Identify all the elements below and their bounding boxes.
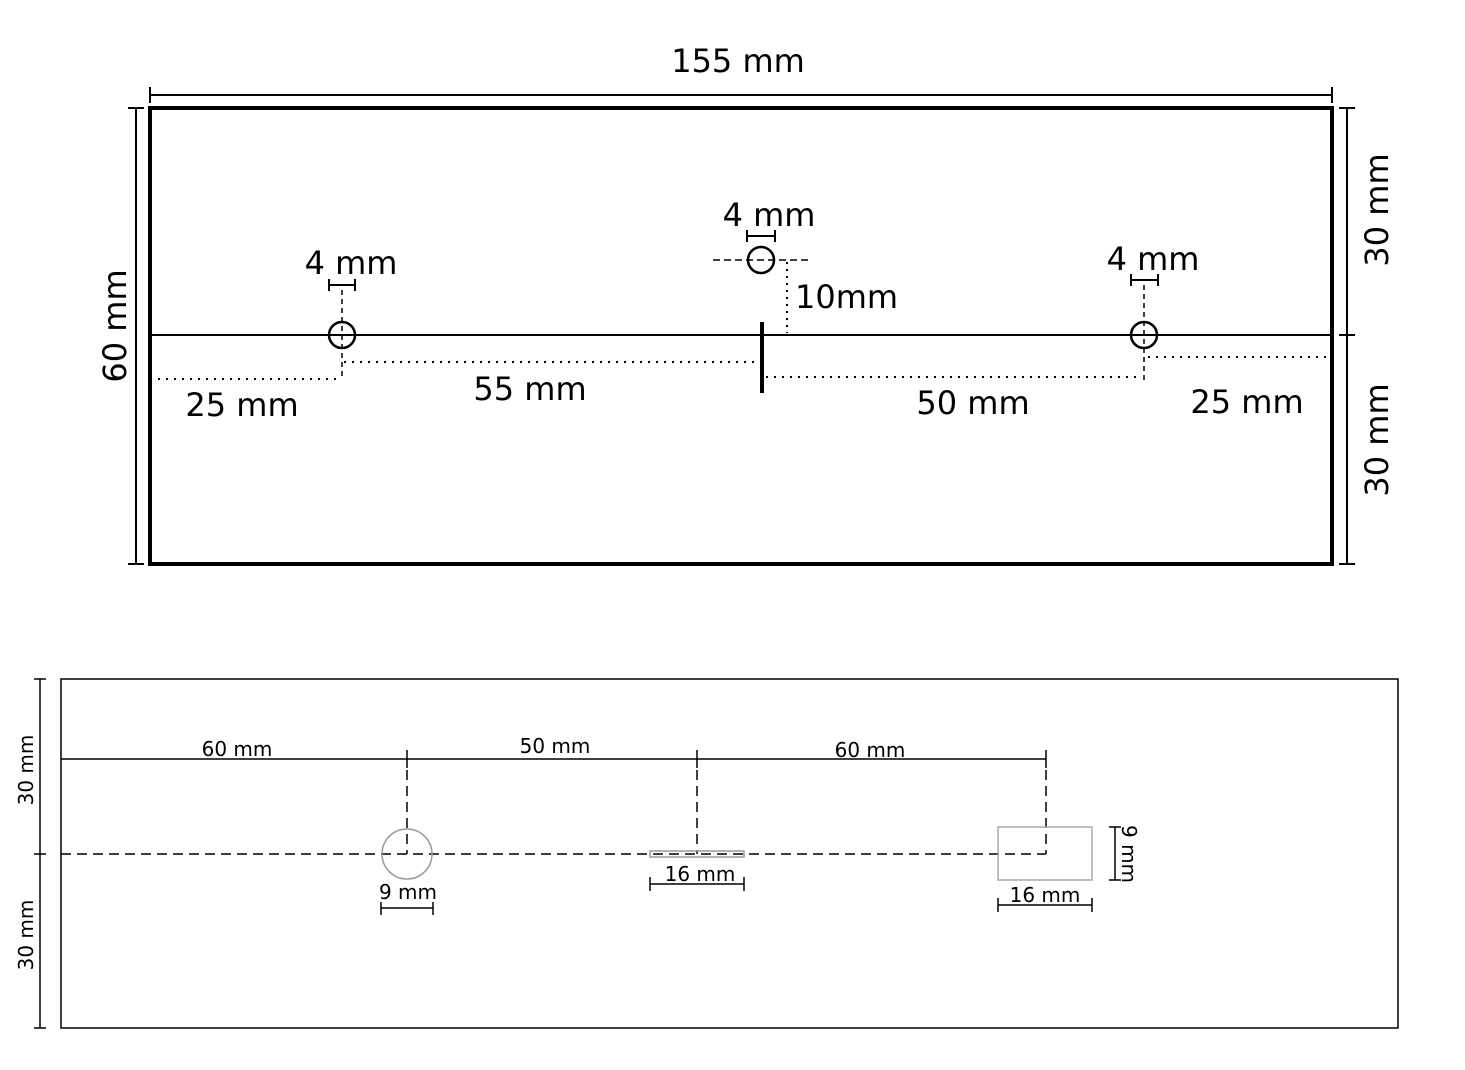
bottom-rect-height-label: 9 mm — [1117, 825, 1141, 883]
top-offset-label: 10mm — [795, 278, 898, 316]
top-right-edge-label: 25 mm — [1190, 383, 1303, 421]
bottom-rect-width-label: 16 mm — [1010, 883, 1081, 907]
top-right-dimension — [1339, 107, 1355, 565]
bottom-drawing: 30 mm 30 mm 60 mm 50 mm 60 mm 9 mm — [14, 678, 1399, 1029]
top-center-right-label: 50 mm — [916, 384, 1029, 422]
bottom-slot-label: 16 mm — [665, 862, 736, 886]
bottom-span-1-label: 60 mm — [202, 737, 273, 761]
bottom-circle-cutout — [381, 828, 433, 880]
bottom-left-lower-label: 30 mm — [14, 900, 38, 971]
top-dotted-leaders — [158, 356, 1326, 380]
top-hole-center-label: 4 mm — [723, 196, 816, 234]
top-left-edge-label: 25 mm — [185, 386, 298, 424]
top-width-dimension — [149, 87, 1333, 103]
bottom-circle-dimension — [380, 902, 434, 915]
top-plate-outline — [148, 106, 1334, 566]
top-height-dimension — [128, 107, 144, 565]
top-hole-right-label: 4 mm — [1107, 240, 1200, 278]
bottom-dashed-guides — [61, 770, 1047, 855]
top-hole-right — [1129, 274, 1159, 380]
top-left-center-label: 55 mm — [473, 370, 586, 408]
bottom-span-3-label: 60 mm — [835, 738, 906, 762]
bottom-rect-width-dimension — [997, 898, 1093, 912]
top-hole-center — [713, 230, 808, 333]
bottom-rect-cutout — [997, 826, 1093, 881]
top-width-label: 155 mm — [671, 42, 805, 80]
bottom-slot-dimension — [649, 877, 745, 891]
top-hole-left — [327, 279, 357, 380]
top-hole-left-label: 4 mm — [305, 244, 398, 282]
bottom-span-2-label: 50 mm — [520, 734, 591, 758]
top-height-label: 60 mm — [96, 269, 134, 382]
bottom-reference-line — [61, 750, 1047, 768]
top-right-upper-label: 30 mm — [1358, 153, 1396, 266]
bottom-left-upper-label: 30 mm — [14, 735, 38, 806]
bottom-slot-cutout — [649, 850, 745, 858]
top-drawing: 155 mm 60 mm 30 mm 30 mm 4 mm — [96, 42, 1396, 566]
top-right-lower-label: 30 mm — [1358, 383, 1396, 496]
bottom-circle-label: 9 mm — [379, 880, 437, 904]
bottom-left-dimension — [34, 678, 46, 1029]
bottom-rect-height-dimension — [1109, 826, 1121, 881]
